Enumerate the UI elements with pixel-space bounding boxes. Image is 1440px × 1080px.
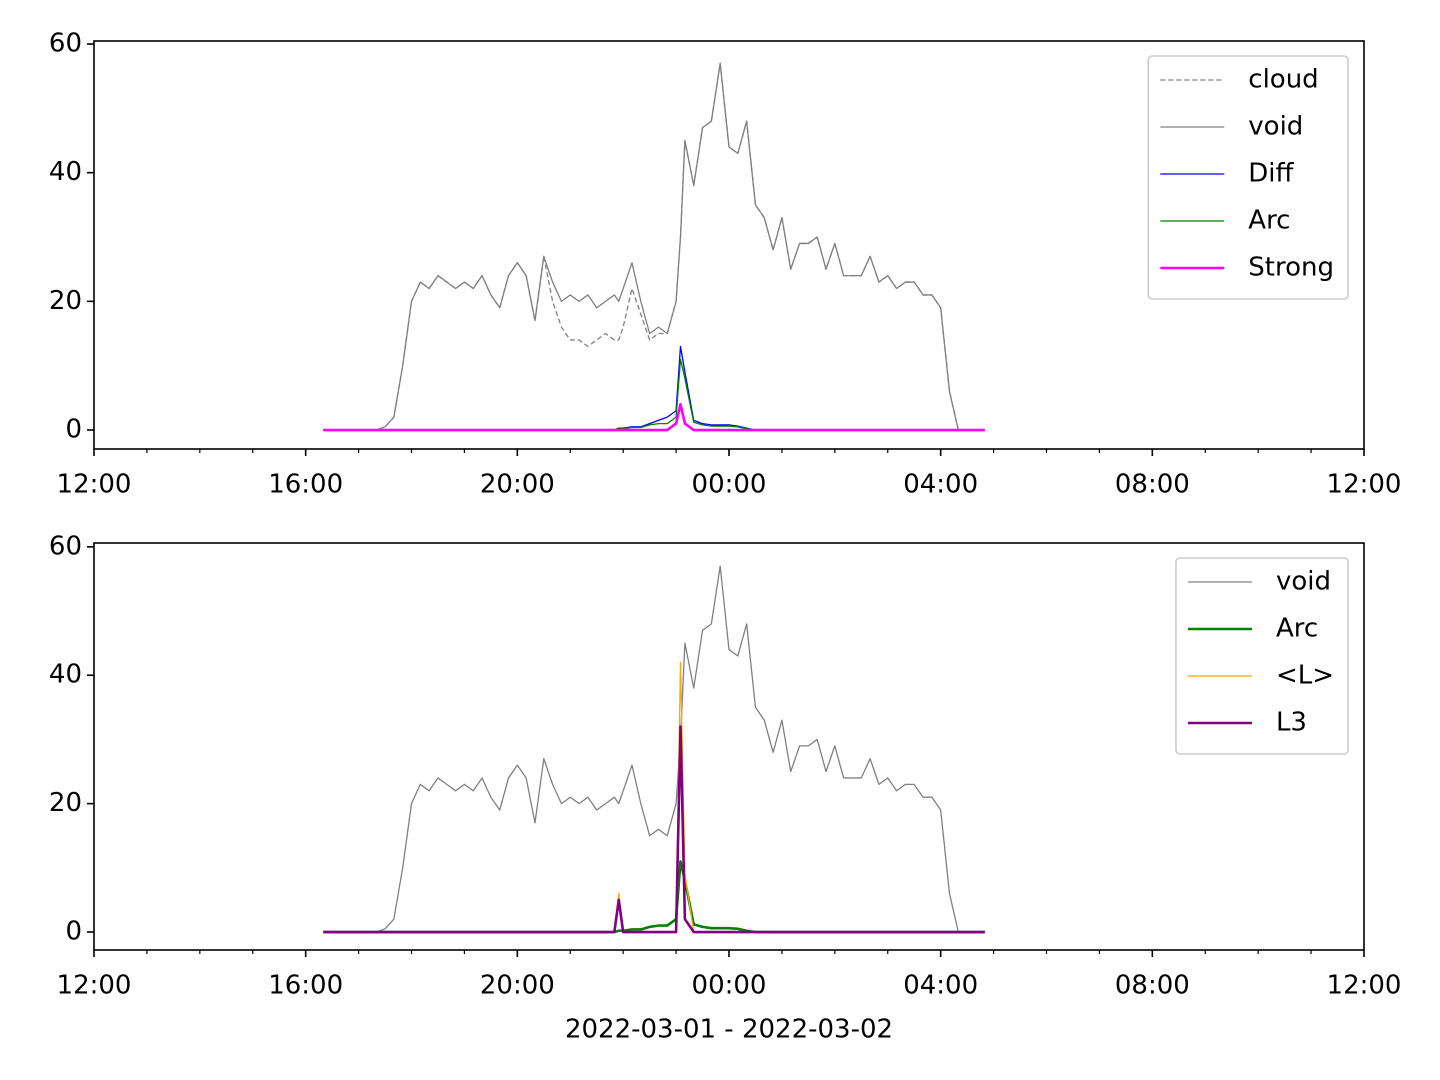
legend-label: L3 (1276, 708, 1307, 738)
legend-label: void (1276, 567, 1331, 597)
series-line (323, 402, 985, 432)
y-tick-label: 60 (49, 29, 82, 59)
legend-label: void (1248, 112, 1303, 142)
legend-label: Arc (1248, 206, 1290, 236)
x-tick-label: 00:00 (692, 971, 767, 1001)
axes-frame (93, 542, 1365, 951)
series-line (323, 345, 985, 431)
x-tick-label: 16:00 (268, 971, 343, 1001)
legend: void Arc <L> L3 (1175, 557, 1349, 755)
y-tick-label: 40 (49, 660, 82, 690)
y-tick-label: 60 (49, 531, 82, 561)
legend-label: Strong (1248, 253, 1334, 283)
legend-label: cloud (1248, 65, 1318, 95)
legend-label: Diff (1248, 159, 1294, 189)
series-line (323, 661, 985, 933)
series-line (323, 62, 985, 431)
legend-box (1175, 557, 1349, 755)
x-tick-label: 08:00 (1115, 470, 1190, 500)
x-tick-label: 08:00 (1115, 971, 1190, 1001)
series-line (323, 860, 985, 934)
legend-label: <L> (1276, 661, 1334, 691)
y-tick-label: 0 (65, 415, 82, 445)
y-tick-label: 20 (49, 788, 82, 818)
x-tick-label: 04:00 (903, 971, 978, 1001)
y-tick-label: 20 (49, 286, 82, 316)
x-axis-label: 2022-03-01 - 2022-03-02 (565, 1015, 893, 1045)
x-tick-label: 20:00 (480, 971, 555, 1001)
series-line (323, 62, 985, 431)
series-line (323, 565, 985, 933)
x-tick-label: 12:00 (57, 470, 132, 500)
x-tick-label: 20:00 (480, 470, 555, 500)
legend: cloud void Diff Arc Strong (1147, 55, 1349, 300)
x-tick-label: 16:00 (268, 470, 343, 500)
series-line (323, 358, 985, 431)
x-tick-label: 04:00 (903, 470, 978, 500)
x-tick-label: 12:00 (1327, 470, 1402, 500)
x-tick-label: 12:00 (57, 971, 132, 1001)
legend-box (1147, 55, 1349, 300)
x-tick-label: 00:00 (692, 470, 767, 500)
y-tick-label: 40 (49, 157, 82, 187)
y-tick-label: 0 (65, 917, 82, 947)
legend-label: Arc (1276, 614, 1318, 644)
series-line (323, 725, 985, 934)
x-tick-label: 12:00 (1327, 971, 1402, 1001)
